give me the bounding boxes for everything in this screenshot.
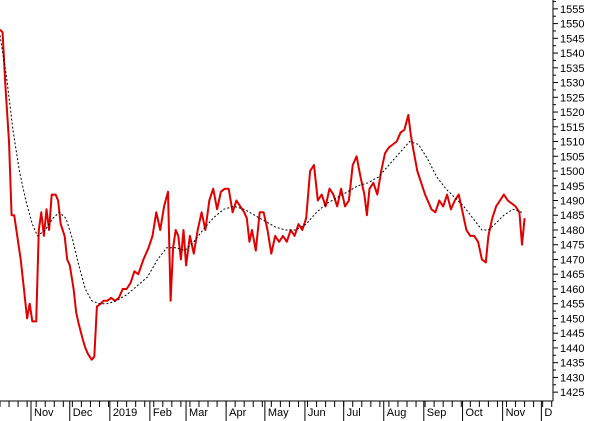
- x-axis: Nov Dec 2019 Feb Mar Apr May Jun Jul Aug Sep Oct Nov…: [0, 401, 552, 421]
- y-tick-label: 1535: [560, 63, 584, 75]
- y-tick-label: 1520: [560, 107, 584, 119]
- y-tick-label: 1490: [560, 196, 584, 208]
- x-tick-label: Jul: [347, 407, 361, 419]
- x-tick-label: 2019: [113, 407, 137, 419]
- y-tick-label: 1440: [560, 343, 584, 355]
- x-tick-label: Oct: [466, 407, 483, 419]
- y-tick-label: 1435: [560, 358, 584, 370]
- y-tick-label: 1465: [560, 269, 584, 281]
- y-tick-label: 1495: [560, 181, 584, 193]
- y-tick-label: 1455: [560, 299, 584, 311]
- x-tick-label: Sep: [427, 407, 447, 419]
- x-tick-label: Dec: [73, 407, 93, 419]
- y-tick-label: 1550: [560, 19, 584, 31]
- y-tick-label: 1425: [560, 387, 584, 399]
- y-tick-label: 1530: [560, 78, 584, 90]
- y-tick-label: 1445: [560, 328, 584, 340]
- y-tick-label: 1545: [560, 33, 584, 45]
- y-tick-label: 1555: [560, 4, 584, 16]
- moving-average-line: [0, 35, 523, 305]
- y-tick-label: 1540: [560, 48, 584, 60]
- x-tick-label: May: [268, 407, 289, 419]
- x-tick-label: Aug: [387, 407, 407, 419]
- y-tick-label: 1475: [560, 240, 584, 252]
- y-tick-label: 1460: [560, 284, 584, 296]
- y-tick-label: 1515: [560, 122, 584, 134]
- x-tick-label: Nov: [34, 407, 54, 419]
- x-tick-label: Apr: [229, 407, 246, 419]
- x-tick-label: Jun: [308, 407, 326, 419]
- y-axis: 1425 1430 1435 1440 1445 1450 1455 1460 1465 1470…: [553, 0, 584, 399]
- x-tick-label: Nov: [506, 407, 526, 419]
- y-tick-label: 1525: [560, 92, 584, 104]
- y-tick-label: 1470: [560, 254, 584, 266]
- y-tick-label: 1485: [560, 210, 584, 222]
- y-tick-label: 1430: [560, 372, 584, 384]
- y-tick-label: 1505: [560, 151, 584, 163]
- y-tick-label: 1510: [560, 137, 584, 149]
- x-tick-label: Feb: [153, 407, 172, 419]
- x-tick-label: Mar: [189, 407, 208, 419]
- y-tick-label: 1450: [560, 313, 584, 325]
- y-tick-label: 1500: [560, 166, 584, 178]
- series-layer: [0, 28, 526, 361]
- y-tick-label: 1480: [560, 225, 584, 237]
- price-line: [0, 28, 526, 361]
- x-tick-label: D: [544, 407, 552, 419]
